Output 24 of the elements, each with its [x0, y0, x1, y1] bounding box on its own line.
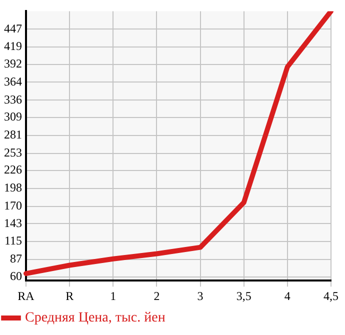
- y-tick-label: 87: [10, 252, 22, 266]
- y-tick-label: 226: [4, 162, 22, 177]
- y-tick-label: 170: [4, 198, 22, 213]
- y-tick-label: 281: [4, 128, 22, 142]
- y-tick-label: 419: [4, 39, 22, 54]
- x-tick-label: 4: [284, 288, 290, 303]
- y-tick-label: 115: [4, 234, 22, 248]
- y-tick-label: 60: [10, 268, 22, 283]
- x-tick-label: 3: [197, 288, 204, 303]
- y-tick-label: 364: [4, 74, 22, 88]
- x-tick-label: 1: [110, 288, 116, 303]
- x-tick-label: 3,5: [236, 288, 252, 303]
- y-tick-label: 253: [4, 145, 22, 160]
- legend-label: Средняя Цена, тыс. йен: [25, 310, 166, 326]
- y-tick-label: 198: [4, 180, 22, 195]
- y-tick-label: 447: [4, 21, 22, 36]
- y-tick-label: 392: [4, 56, 22, 70]
- x-tick-label: 2: [154, 288, 160, 303]
- x-tick-label: RA: [18, 288, 35, 303]
- x-tick-label: R: [66, 288, 74, 303]
- y-tick-label: 336: [4, 92, 22, 106]
- y-tick-label: 143: [4, 216, 22, 230]
- x-tick-label: 4,5: [324, 288, 338, 303]
- y-tick-label: 309: [4, 110, 22, 124]
